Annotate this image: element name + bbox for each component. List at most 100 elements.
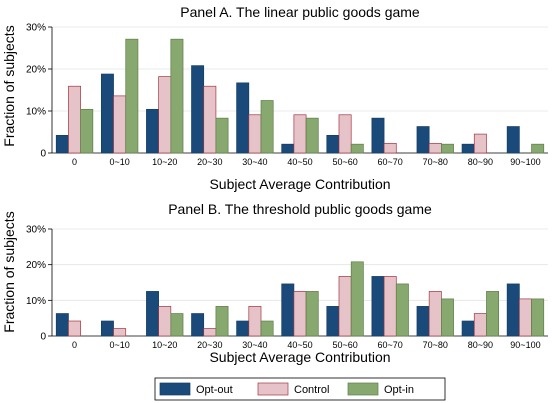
x-tick-label: 0: [72, 157, 77, 167]
bar-control-4: [248, 114, 262, 154]
bar-opt-in-4: [260, 320, 274, 337]
x-tick-label: 10~20: [152, 340, 177, 350]
x-tick-label: 10~20: [152, 157, 177, 167]
x-tick-label: 40~50: [287, 340, 312, 350]
bar-opt-in-10: [531, 298, 545, 337]
panel-a-xlabel: Subject Average Contribution: [209, 176, 390, 192]
legend-items: Opt-out Control Opt-in: [159, 382, 414, 396]
y-tick-label: 30%: [26, 225, 46, 236]
y-tick-label: 10%: [26, 107, 46, 118]
bar-opt-in-4: [260, 100, 274, 154]
bar-control-0: [68, 320, 81, 337]
y-tick-label: 10%: [26, 296, 46, 307]
bar-opt-in-2: [170, 313, 184, 337]
bar-opt-in-5: [305, 117, 319, 154]
x-tick-label: 90~100: [510, 157, 540, 167]
bar-opt-out-9: [461, 143, 475, 154]
bar-control-3: [203, 85, 217, 154]
bar-opt-out-5: [281, 143, 295, 154]
x-tick-label: 60~70: [378, 157, 403, 167]
bar-control-7: [383, 276, 397, 337]
x-tick-label: 40~50: [287, 157, 312, 167]
bar-control-3: [203, 328, 217, 337]
bar-control-4: [248, 306, 262, 337]
bar-opt-out-5: [281, 283, 295, 337]
bar-opt-out-4: [236, 82, 250, 154]
bar-control-2: [158, 76, 172, 154]
bar-opt-out-8: [416, 126, 430, 154]
x-tick-label: 20~30: [197, 340, 222, 350]
bar-control-1: [113, 95, 127, 154]
x-tick-label: 30~40: [242, 157, 267, 167]
bar-control-8: [428, 142, 442, 154]
bar-control-7: [383, 142, 397, 154]
y-tick-label: 20%: [26, 260, 46, 271]
x-tick-label: 50~60: [332, 340, 357, 350]
y-tick-label: 20%: [26, 65, 46, 76]
x-tick-label: 0: [72, 340, 77, 350]
legend-swatch-opt-in: [347, 382, 379, 396]
bar-opt-out-1: [100, 73, 114, 154]
bar-opt-in-0: [80, 108, 94, 154]
panel-a-plot: 0 10% 20% 30% 0 0~10 10~20 20~30 30~40 40~50 50~60…: [26, 23, 548, 167]
bar-opt-in-1: [125, 38, 139, 154]
bar-opt-out-6: [326, 306, 340, 337]
bar-control-5: [293, 114, 307, 154]
legend: Opt-out Control Opt-in: [154, 377, 446, 401]
bar-control-9: [473, 313, 487, 337]
bar-control-1: [113, 328, 127, 337]
bar-control-10: [519, 298, 532, 337]
x-tick-label: 90~100: [510, 340, 540, 350]
bar-opt-in-7: [395, 283, 409, 337]
x-tick-label: 0~10: [109, 340, 129, 350]
legend-label-opt-out: Opt-out: [196, 384, 233, 396]
bar-control-9: [473, 133, 487, 154]
y-tick-label: 30%: [26, 23, 46, 34]
bar-opt-out-10: [506, 126, 520, 154]
x-tick-label: 50~60: [332, 157, 357, 167]
bar-control-2: [158, 306, 172, 337]
panel-b-xlabel: Subject Average Contribution: [209, 349, 390, 365]
bar-opt-out-2: [146, 291, 159, 337]
bar-opt-out-3: [191, 313, 205, 337]
x-tick-label: 0~10: [109, 157, 129, 167]
x-tick-label: 80~90: [468, 157, 493, 167]
panel-a-title: Panel A. The linear public goods game: [180, 4, 420, 20]
bar-opt-in-6: [350, 143, 364, 154]
bar-opt-out-2: [146, 108, 159, 154]
bar-opt-in-3: [215, 117, 229, 154]
bar-opt-out-1: [100, 320, 114, 337]
panel-b-ylabel: Fraction of subjects: [1, 211, 17, 332]
bar-opt-out-10: [506, 283, 520, 337]
x-tick-label: 70~80: [423, 340, 448, 350]
bar-opt-out-8: [416, 306, 430, 337]
legend-swatch-opt-out: [159, 382, 191, 396]
bar-opt-in-10: [531, 143, 545, 154]
bar-opt-in-2: [170, 38, 184, 154]
bar-control-8: [428, 291, 442, 337]
bar-opt-in-8: [441, 298, 454, 337]
bar-opt-out-0: [55, 135, 69, 154]
y-tick-label: 0: [40, 332, 46, 343]
legend-label-control: Control: [294, 384, 329, 396]
x-tick-label: 30~40: [242, 340, 267, 350]
bar-opt-in-5: [305, 291, 319, 337]
bar-opt-out-0: [55, 313, 69, 337]
panel-a-ylabel: Fraction of subjects: [1, 25, 17, 146]
panel-b-plot: 0 10% 20% 30% 0 0~10 10~20 20~30 30~40 40~50 50~60…: [26, 225, 548, 350]
bar-opt-out-9: [461, 320, 475, 337]
bar-control-5: [293, 291, 307, 337]
x-tick-label: 80~90: [468, 340, 493, 350]
bar-control-6: [338, 276, 352, 337]
x-tick-label: 60~70: [378, 340, 403, 350]
bar-opt-out-6: [326, 135, 340, 154]
legend-swatch-control: [257, 382, 289, 396]
bar-opt-in-9: [486, 291, 500, 337]
y-tick-label: 0: [40, 149, 46, 160]
bar-opt-in-6: [350, 261, 364, 337]
panel-b: Panel B. The threshold public goods game…: [1, 201, 548, 365]
legend-label-opt-in: Opt-in: [384, 384, 414, 396]
bar-opt-in-3: [215, 306, 229, 337]
bar-opt-out-3: [191, 65, 205, 154]
